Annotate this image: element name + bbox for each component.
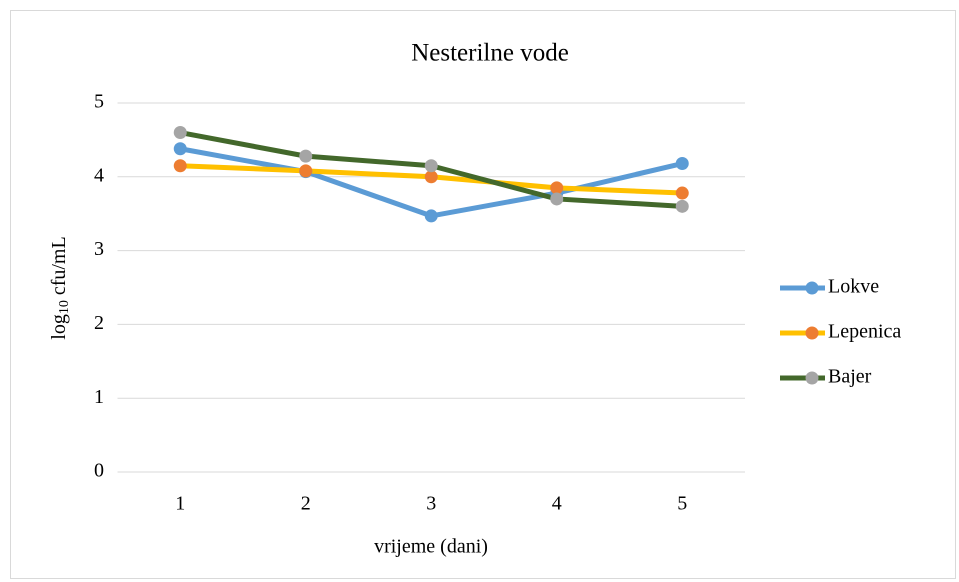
data-point — [299, 149, 313, 163]
x-axis-label: vrijeme (dani) — [374, 536, 488, 558]
data-point — [173, 159, 187, 173]
y-tick-label: 5 — [94, 91, 104, 113]
y-tick-label: 1 — [94, 386, 104, 408]
legend-marker — [805, 281, 819, 295]
legend-marker — [805, 371, 819, 385]
data-point — [675, 186, 689, 200]
data-point — [173, 142, 187, 156]
y-label-part: log — [48, 314, 70, 340]
y-label-subscript: 10 — [57, 300, 72, 314]
data-point — [550, 192, 564, 206]
legend-label: Lepenica — [828, 321, 901, 343]
x-tick-label: 5 — [677, 493, 687, 515]
legend-label: Bajer — [828, 366, 872, 388]
y-tick-label: 3 — [94, 238, 104, 260]
data-point — [424, 209, 438, 223]
y-tick-label: 0 — [94, 460, 104, 482]
chart-border — [10, 10, 956, 579]
chart-title: Nesterilne vode — [411, 40, 569, 67]
y-tick-label: 4 — [94, 164, 104, 186]
data-point — [550, 181, 564, 195]
y-tick-label: 2 — [94, 312, 104, 334]
x-tick-label: 4 — [552, 493, 562, 515]
data-point — [675, 157, 689, 171]
x-tick-label: 1 — [175, 493, 185, 515]
x-tick-label: 3 — [426, 493, 436, 515]
y-label-part: cfu/mL — [48, 236, 70, 295]
data-point — [299, 164, 313, 178]
legend-label: Lokve — [828, 276, 879, 298]
x-tick-label: 2 — [301, 493, 311, 515]
y-axis-label: log10 cfu/mL — [48, 236, 73, 339]
data-point — [424, 170, 438, 184]
data-point — [675, 199, 689, 213]
data-point — [424, 159, 438, 173]
legend-marker — [805, 326, 819, 340]
data-point — [173, 126, 187, 140]
